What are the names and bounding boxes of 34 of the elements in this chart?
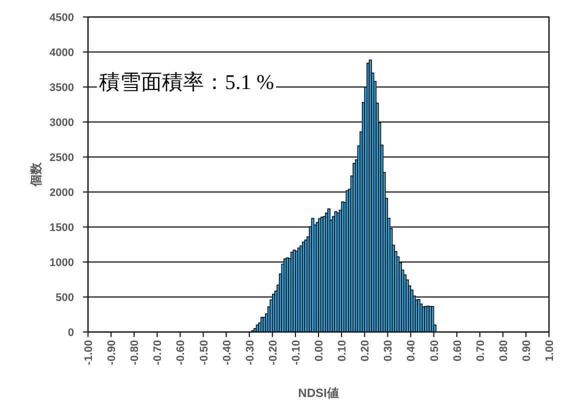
x-tick-label: -0.60 [175,340,188,366]
x-tick-label: -0.40 [221,340,234,366]
x-tick-label: -0.20 [267,340,280,366]
x-tick-label: 0.40 [406,340,418,362]
x-tick-label: -0.50 [198,340,210,366]
y-tick-label: 3000 [50,117,74,129]
x-tick-label: 1.00 [544,340,556,362]
x-tick-label: 0.90 [520,340,533,362]
annotation: 積雪面積率：5.1 % [99,70,274,94]
x-tick-label: 0.70 [474,340,487,362]
x-tick-label: 0.80 [498,340,510,362]
x-tick-label: -0.80 [129,340,142,366]
y-tick-label: 4000 [50,47,74,59]
x-tick-label: 0.60 [452,340,464,362]
x-tick-label: 0.10 [336,340,349,362]
y-tick-label: 3500 [50,82,74,94]
y-tick-label: 0 [68,327,74,339]
x-tick-label: 0.20 [360,340,372,362]
y-tick-label: 2500 [50,152,74,164]
y-tick-label: 4500 [50,12,74,24]
x-tick-label: -0.30 [244,340,256,366]
x-tick-label: -0.90 [106,340,118,366]
x-tick-label: -0.10 [290,340,302,366]
y-tick-label: 2000 [50,187,74,199]
x-tick-label: 0.50 [428,340,441,362]
x-axis-title: NDSI値 [298,386,339,400]
y-tick-label: 500 [56,292,74,304]
x-tick-label: -1.00 [83,340,95,366]
x-tick-label: 0.00 [314,340,326,362]
x-tick-label: 0.30 [382,340,395,362]
y-axis-title: 個数 [29,162,43,188]
y-tick-label: 1000 [50,257,74,269]
x-tick-label: -0.70 [152,340,164,366]
y-tick-label: 1500 [50,222,74,234]
